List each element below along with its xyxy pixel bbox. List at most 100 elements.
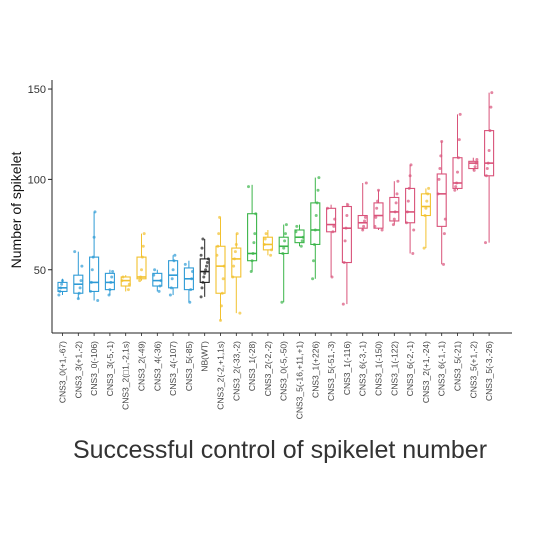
iqr-box <box>57 281 68 292</box>
data-point <box>233 250 237 254</box>
iqr-box <box>168 260 179 289</box>
data-point <box>405 221 408 225</box>
box-20 <box>373 190 384 230</box>
data-point <box>89 280 93 284</box>
data-point <box>217 232 221 236</box>
x-tick-label: CNS3_6(-1,-1) <box>437 341 447 396</box>
data-point <box>454 185 458 189</box>
data-point <box>140 268 143 272</box>
data-point <box>189 288 193 292</box>
data-point <box>216 244 220 248</box>
data-point <box>107 293 111 297</box>
data-point <box>453 188 457 192</box>
data-point <box>141 244 145 248</box>
data-point <box>170 277 174 281</box>
data-point <box>60 282 64 286</box>
data-point <box>111 270 115 274</box>
data-point <box>376 199 380 203</box>
data-point <box>234 242 238 246</box>
x-tick-label: CNS3_2(-49) <box>137 341 147 391</box>
data-point <box>201 237 205 241</box>
data-point <box>89 289 92 293</box>
box-15 <box>294 224 305 247</box>
data-point <box>490 91 494 95</box>
data-point <box>92 235 96 239</box>
data-point <box>205 264 208 268</box>
data-point <box>361 228 365 232</box>
data-point <box>407 186 411 190</box>
data-point <box>436 192 440 196</box>
x-tick-label: CNS3_5(-51,-3) <box>326 341 336 401</box>
data-point <box>475 158 479 162</box>
data-point <box>411 251 415 255</box>
data-point <box>473 165 477 169</box>
data-point <box>203 271 207 275</box>
x-tick-label: CNS3_1(-116) <box>342 341 352 395</box>
iqr-box <box>420 193 431 217</box>
data-point <box>218 215 222 219</box>
data-point <box>284 223 288 227</box>
data-point <box>269 253 273 257</box>
data-point <box>341 302 345 306</box>
data-point <box>251 251 255 255</box>
data-point <box>424 206 428 210</box>
data-point <box>59 286 63 290</box>
iqr-box <box>231 247 242 278</box>
data-point <box>364 181 368 185</box>
data-point <box>232 264 236 268</box>
x-tick-label: CNS3_5(-16,+11,+1) <box>295 341 305 419</box>
iqr-box <box>136 256 147 280</box>
data-point <box>455 181 459 185</box>
data-point <box>168 293 172 297</box>
x-tick-label: CNS3_5(-21) <box>453 341 463 391</box>
x-tick-label: CNS3_4(-36) <box>152 341 162 391</box>
box-series <box>57 92 495 321</box>
data-point <box>396 179 400 183</box>
data-point <box>204 268 208 272</box>
iqr-box <box>405 187 416 224</box>
y-tick-label: 50 <box>34 265 46 277</box>
data-point <box>391 223 395 227</box>
y-axis-title: Number of spikelet <box>8 152 24 269</box>
data-point <box>343 239 347 243</box>
data-point <box>121 275 125 279</box>
iqr-box <box>89 256 100 292</box>
data-point <box>472 168 476 172</box>
data-point <box>489 105 493 109</box>
x-tick-label: CNS3_2(-33,-2) <box>231 341 241 401</box>
data-point <box>200 246 204 250</box>
x-tick-label: CNS3_2(-2,+1,1s) <box>216 341 226 410</box>
data-point <box>443 217 447 221</box>
x-tick-label: CNS3_2(-2,-2) <box>263 341 273 396</box>
data-point <box>76 297 80 301</box>
data-point <box>427 186 431 190</box>
data-point <box>91 255 95 259</box>
x-tick-label: CNS3_0(-5,-50) <box>279 341 289 401</box>
data-point <box>344 226 348 230</box>
data-point <box>442 232 446 236</box>
data-point <box>393 210 397 214</box>
data-point <box>252 241 256 245</box>
y-axis: 50 100 150 <box>28 80 53 333</box>
data-point <box>330 275 334 279</box>
iqr-box <box>341 205 352 264</box>
x-tick-label: CNS3_3(-5,-1) <box>105 341 115 396</box>
y-tick-label: 100 <box>28 174 46 186</box>
data-point <box>79 279 83 283</box>
data-point <box>254 212 258 216</box>
iqr-box <box>215 245 226 294</box>
data-point <box>57 293 61 297</box>
data-point <box>395 192 399 196</box>
box-9 <box>199 239 210 297</box>
data-point <box>235 232 239 236</box>
data-point <box>333 217 337 221</box>
data-point <box>73 250 77 254</box>
data-point <box>249 270 253 274</box>
box-8 <box>183 260 194 303</box>
data-point <box>484 174 488 178</box>
data-point <box>78 286 82 290</box>
data-point <box>315 201 319 205</box>
data-point <box>205 261 209 265</box>
data-point <box>295 224 299 228</box>
